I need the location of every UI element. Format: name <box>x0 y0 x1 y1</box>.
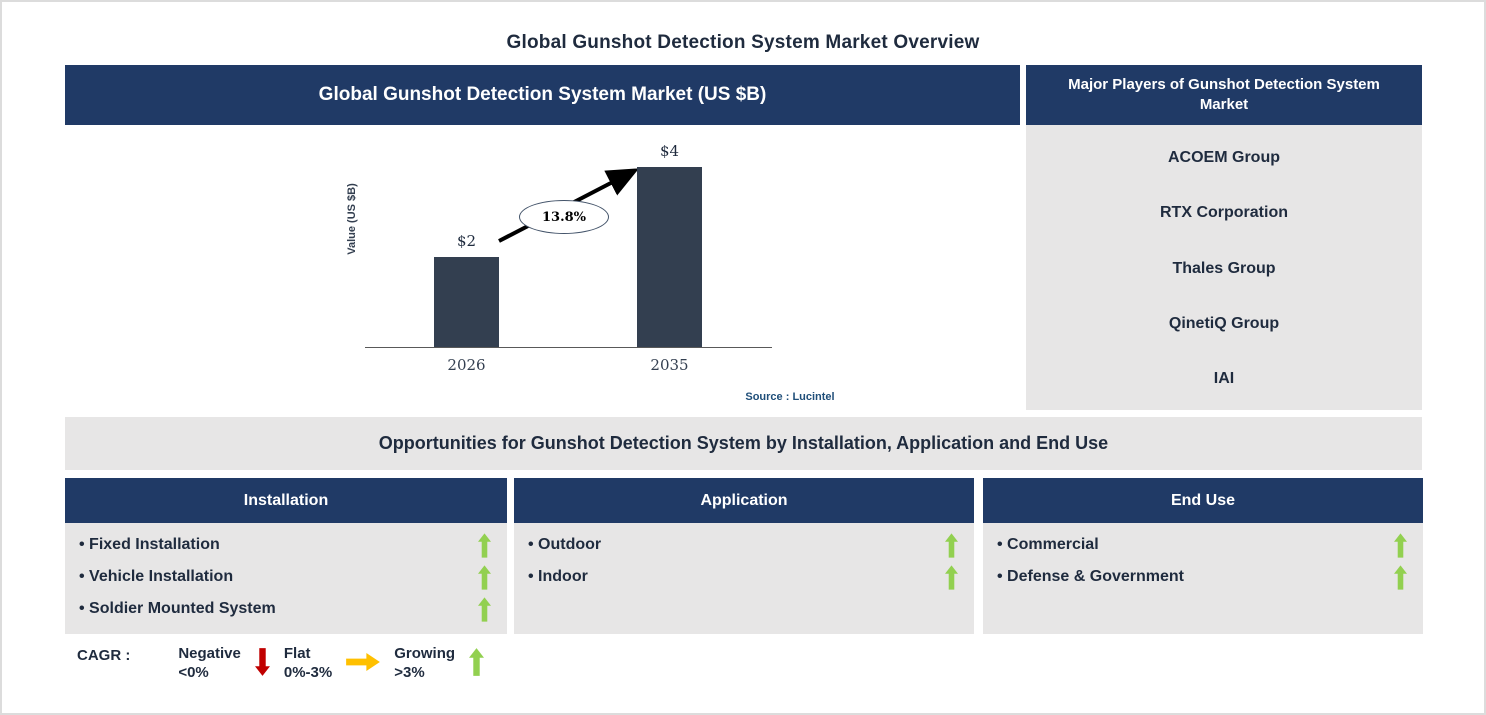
legend-title: CAGR : <box>77 647 131 664</box>
player-item: ACOEM Group <box>1168 149 1280 166</box>
growing-up-arrow-icon <box>478 564 491 590</box>
growing-up-arrow-icon <box>945 532 958 558</box>
growing-up-arrow-icon <box>469 648 485 676</box>
legend-negative-name: Negative <box>178 645 241 662</box>
legend-entry-negative: Negative <0% <box>178 645 284 683</box>
list-item: Vehicle Installation <box>79 561 491 593</box>
growing-up-arrow-icon <box>478 532 491 558</box>
page-title: Global Gunshot Detection System Market O… <box>506 32 980 53</box>
segment-label: Outdoor <box>528 536 601 554</box>
legend-growing-name: Growing <box>394 645 456 662</box>
legend-negative-range: <0% <box>178 663 209 681</box>
installation-items: Fixed Installation Vehicle Installation … <box>65 523 507 634</box>
legend-entry-flat: Flat 0%-3% <box>284 645 394 683</box>
bar-2035-value-label: $4 <box>659 142 680 160</box>
bar-2026-rect <box>434 257 499 347</box>
list-item: Indoor <box>528 561 958 593</box>
list-item: Soldier Mounted System <box>79 593 491 625</box>
application-header: Application <box>514 478 974 523</box>
market-chart-header: Global Gunshot Detection System Market (… <box>65 65 1020 125</box>
major-players-panel: Major Players of Gunshot Detection Syste… <box>1026 65 1422 410</box>
source-note: Source : Lucintel <box>745 391 835 403</box>
legend-flat-name: Flat <box>283 645 311 662</box>
bar-2035: $4 <box>637 142 702 347</box>
x-tick-2035: 2035 <box>650 356 689 374</box>
growing-up-arrow-icon <box>1394 564 1407 590</box>
major-players-header: Major Players of Gunshot Detection Syste… <box>1026 65 1422 125</box>
installation-column: Installation Fixed Installation Vehicle … <box>65 478 507 634</box>
player-item: RTX Corporation <box>1160 204 1288 222</box>
player-item: IAI <box>1213 370 1235 387</box>
list-item: Defense & Government <box>997 561 1407 593</box>
major-players-list: ACOEM Group RTX Corporation Thales Group… <box>1026 125 1422 410</box>
player-item: QinetiQ Group <box>1168 314 1280 332</box>
bar-2035-rect <box>637 167 702 347</box>
list-item: Fixed Installation <box>79 529 491 561</box>
opportunities-title-band: Opportunities for Gunshot Detection Syst… <box>65 417 1422 470</box>
end-use-header: End Use <box>983 478 1423 523</box>
x-tick-2026: 2026 <box>447 356 486 374</box>
application-column: Application Outdoor Indoor <box>514 478 974 634</box>
x-axis-line <box>365 347 772 348</box>
end-use-column: End Use Commercial Defense & Government <box>983 478 1423 634</box>
segment-label: Commercial <box>997 536 1099 554</box>
list-item: Commercial <box>997 529 1407 561</box>
segment-label: Defense & Government <box>997 568 1184 586</box>
legend-entry-growing: Growing >3% <box>394 645 498 683</box>
list-item: Outdoor <box>528 529 958 561</box>
end-use-items: Commercial Defense & Government <box>983 523 1423 634</box>
flat-right-arrow-icon <box>346 653 381 671</box>
market-chart-panel: Global Gunshot Detection System Market (… <box>65 65 1020 410</box>
bar-2026: $2 <box>434 232 499 347</box>
segment-label: Fixed Installation <box>79 536 220 554</box>
segment-label: Vehicle Installation <box>79 568 233 586</box>
cagr-growth-arrow <box>498 168 640 243</box>
cagr-legend: CAGR : Negative <0% Flat 0%-3% Growing >… <box>77 645 498 683</box>
bar-chart: Value (US $B) $2 $4 2026 <box>65 125 1020 410</box>
segment-label: Indoor <box>528 568 588 586</box>
growing-up-arrow-icon <box>478 596 491 622</box>
cagr-value: 13.8% <box>541 209 586 225</box>
application-items: Outdoor Indoor <box>514 523 974 634</box>
segment-label: Soldier Mounted System <box>79 600 276 618</box>
legend-flat-range: 0%-3% <box>283 663 333 681</box>
bar-2026-value-label: $2 <box>456 232 477 250</box>
installation-header: Installation <box>65 478 507 523</box>
cagr-ellipse: 13.8% <box>519 200 609 234</box>
player-item: Thales Group <box>1172 259 1276 277</box>
legend-growing-range: >3% <box>394 663 425 681</box>
y-axis-label: Value (US $B) <box>346 183 358 255</box>
negative-down-arrow-icon <box>254 648 270 676</box>
growing-up-arrow-icon <box>1394 532 1407 558</box>
growing-up-arrow-icon <box>945 564 958 590</box>
